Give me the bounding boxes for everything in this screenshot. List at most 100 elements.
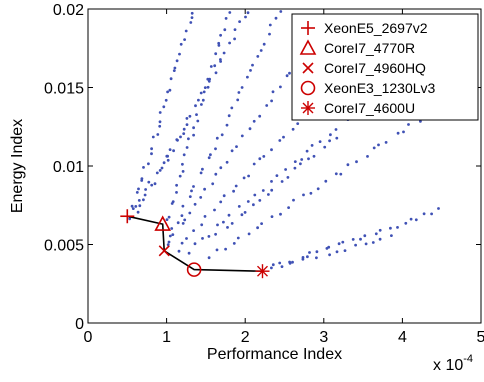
cloud-point — [244, 15, 247, 19]
cloud-point — [316, 187, 320, 191]
cloud-point — [206, 77, 210, 81]
cloud-point — [175, 191, 178, 194]
x-tick-label: 1 — [162, 329, 171, 346]
cloud-point — [189, 21, 193, 24]
cloud-point — [335, 250, 339, 254]
cloud-point — [192, 185, 195, 188]
legend: XeonE5_2697v2 CoreI7_4770R CoreI7_4960HQ Xe… — [291, 13, 479, 121]
cloud-point — [261, 189, 265, 192]
cloud-point — [300, 158, 304, 161]
cloud-point — [246, 11, 250, 15]
cloud-point — [219, 58, 222, 61]
cloud-point — [188, 211, 192, 215]
cloud-point — [211, 182, 215, 186]
y-tick-label: 0 — [75, 316, 84, 333]
x-axis-label: Performance Index — [207, 346, 342, 363]
cloud-point — [144, 188, 148, 191]
cloud-point — [402, 130, 405, 134]
cloud-point — [282, 135, 285, 139]
cloud-point — [258, 157, 262, 161]
axis-ticks — [87, 8, 482, 324]
cloud-point — [270, 180, 273, 183]
cloud-point — [274, 16, 278, 20]
cloud-point — [354, 243, 357, 247]
cloud-point — [217, 44, 221, 47]
cloud-point — [315, 256, 318, 260]
cloud-point — [278, 261, 282, 265]
x-tick-label: 3 — [319, 329, 328, 346]
cloud-point — [372, 146, 376, 150]
cloud-point — [158, 169, 162, 172]
cloud-point — [279, 10, 283, 13]
cloud-point — [301, 257, 305, 261]
legend-box — [291, 13, 479, 121]
x-axis-exponent-power: -4 — [463, 353, 473, 365]
cloud-point — [371, 241, 375, 244]
cloud-point — [236, 98, 240, 102]
cloud-point — [246, 75, 249, 79]
cloud-point — [256, 226, 259, 230]
legend-entry: XeonE5_2697v2 — [301, 20, 428, 36]
cloud-point — [374, 232, 378, 236]
cloud-point — [296, 122, 300, 125]
cloud-point — [143, 193, 147, 197]
cloud-point — [232, 242, 236, 245]
cloud-point — [201, 167, 204, 171]
cloud-point — [302, 193, 305, 197]
cloud-point — [293, 160, 297, 164]
cloud-point — [216, 223, 219, 227]
cloud-point — [278, 139, 282, 142]
cloud-point — [225, 160, 229, 164]
legend-marker-cross — [302, 62, 314, 74]
cloud-point — [183, 38, 187, 41]
y-tick-label: 0.015 — [44, 81, 84, 98]
cloud-point — [219, 200, 223, 204]
cloud-point — [203, 187, 207, 191]
cloud-point — [291, 127, 295, 131]
x-tick-label: 4 — [398, 329, 407, 346]
cloud-point — [202, 90, 206, 94]
cloud-point — [188, 114, 192, 118]
cloud-point — [312, 154, 316, 158]
cloud-point — [396, 226, 399, 229]
cloud-point — [293, 166, 297, 170]
marker-circle — [186, 262, 202, 277]
cloud-point — [222, 194, 226, 198]
cloud-point — [213, 208, 216, 212]
cloud-point — [166, 243, 170, 247]
cloud-point — [315, 250, 319, 254]
cloud-point — [224, 247, 228, 251]
cloud-point — [187, 137, 190, 141]
cloud-point — [164, 98, 168, 102]
cloud-point — [384, 141, 388, 144]
cloud-point — [228, 41, 232, 45]
cloud-point — [258, 199, 262, 202]
cloud-point — [237, 205, 241, 208]
cloud-point — [377, 143, 380, 147]
cloud-point — [173, 66, 177, 70]
cloud-point — [224, 17, 228, 20]
cloud-point — [178, 174, 182, 178]
cloud-point — [222, 220, 225, 224]
cloud-point — [270, 266, 273, 270]
cloud-point — [270, 188, 274, 192]
cloud-point — [168, 148, 172, 152]
cloud-point — [359, 237, 362, 241]
cloud-point — [203, 215, 207, 218]
cloud-point — [256, 55, 260, 58]
cloud-point — [181, 170, 185, 173]
cloud-point — [199, 91, 203, 95]
cloud-point — [389, 226, 392, 230]
cloud-point — [299, 162, 302, 166]
cloud-point — [193, 202, 197, 206]
cloud-point — [242, 176, 246, 180]
cloud-point — [181, 162, 184, 166]
cloud-point — [334, 128, 338, 131]
marker-layer — [120, 209, 270, 279]
cloud-point — [150, 147, 154, 151]
cloud-point — [128, 217, 132, 221]
x-tick-label: 2 — [241, 329, 250, 346]
cloud-point — [407, 123, 410, 126]
cloud-point — [214, 71, 218, 75]
